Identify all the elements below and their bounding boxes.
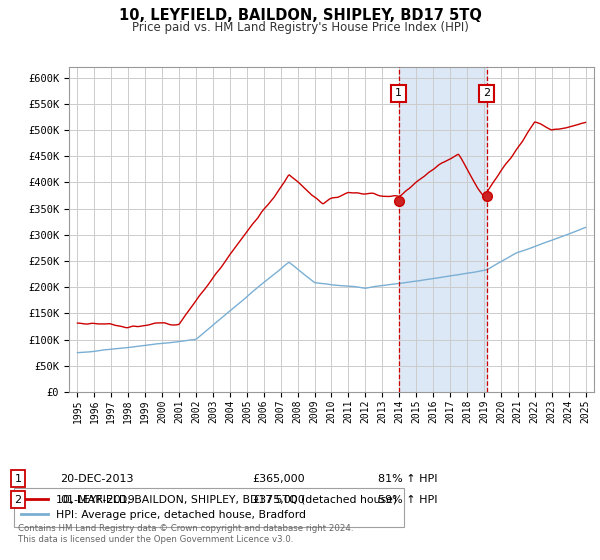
Text: £365,000: £365,000 bbox=[252, 474, 305, 484]
Text: 1: 1 bbox=[395, 88, 402, 99]
Bar bbox=[399, 67, 487, 392]
Text: 2: 2 bbox=[14, 494, 22, 505]
Text: 2: 2 bbox=[483, 88, 490, 99]
Text: 81% ↑ HPI: 81% ↑ HPI bbox=[378, 474, 437, 484]
Text: 01-MAR-2019: 01-MAR-2019 bbox=[60, 494, 135, 505]
Text: 1: 1 bbox=[14, 474, 22, 484]
Text: Price paid vs. HM Land Registry's House Price Index (HPI): Price paid vs. HM Land Registry's House … bbox=[131, 21, 469, 34]
Text: This data is licensed under the Open Government Licence v3.0.: This data is licensed under the Open Gov… bbox=[18, 535, 293, 544]
Text: £375,000: £375,000 bbox=[252, 494, 305, 505]
Text: Contains HM Land Registry data © Crown copyright and database right 2024.: Contains HM Land Registry data © Crown c… bbox=[18, 524, 353, 533]
Text: 59% ↑ HPI: 59% ↑ HPI bbox=[378, 494, 437, 505]
Legend: 10, LEYFIELD, BAILDON, SHIPLEY, BD17 5TQ (detached house), HPI: Average price, d: 10, LEYFIELD, BAILDON, SHIPLEY, BD17 5TQ… bbox=[14, 488, 404, 527]
Text: 20-DEC-2013: 20-DEC-2013 bbox=[60, 474, 133, 484]
Text: 10, LEYFIELD, BAILDON, SHIPLEY, BD17 5TQ: 10, LEYFIELD, BAILDON, SHIPLEY, BD17 5TQ bbox=[119, 8, 481, 24]
